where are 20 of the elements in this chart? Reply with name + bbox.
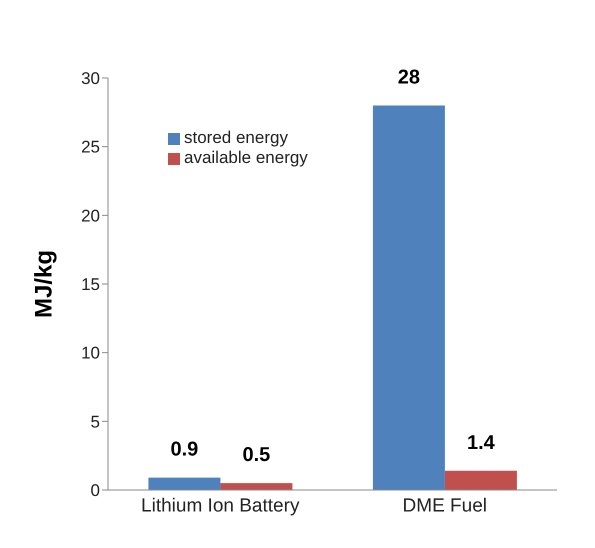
x-tick-label: Lithium Ion Battery — [141, 495, 300, 516]
y-tick-label: 25 — [81, 138, 100, 157]
y-tick-label: 30 — [81, 69, 100, 88]
data-label: 0.9 — [170, 438, 198, 461]
data-label: 0.5 — [242, 444, 270, 466]
legend-label: available energy — [184, 148, 308, 167]
bar — [220, 483, 292, 490]
y-tick-label: 10 — [81, 344, 100, 363]
bar — [372, 105, 445, 490]
y-tick-label: 15 — [81, 275, 100, 294]
y-tick-label: 0 — [90, 481, 100, 500]
data-label: 28 — [398, 66, 420, 88]
bar — [148, 478, 220, 490]
legend-label: stored energy — [184, 128, 288, 147]
y-tick-label: 20 — [81, 206, 100, 226]
x-tick-label: DME Fuel — [402, 495, 487, 516]
data-label: 1.4 — [467, 432, 496, 454]
y-tick-label: 5 — [90, 412, 100, 432]
y-axis-title: MJ/kg — [30, 250, 58, 318]
bar — [444, 470, 517, 490]
